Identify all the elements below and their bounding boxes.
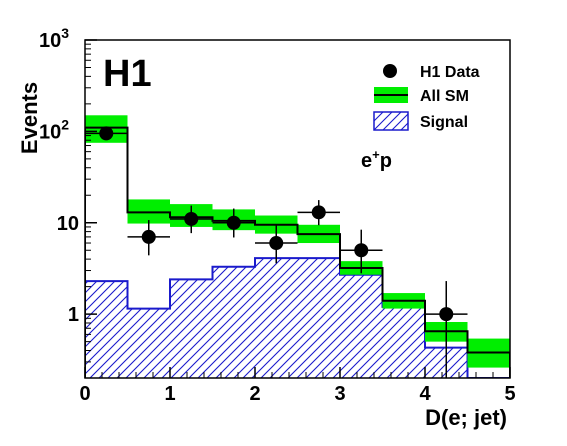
signal-bar	[340, 274, 383, 378]
legend-entry-data: H1 Data	[383, 64, 480, 81]
legend-label-signal: Signal	[420, 114, 468, 131]
data-point	[354, 243, 369, 258]
legend-entry-signal: Signal	[373, 111, 468, 131]
beam-annotation: e+p	[361, 147, 392, 172]
signal-bar	[212, 266, 255, 378]
data-point	[269, 236, 284, 251]
legend-label-data: H1 Data	[420, 64, 480, 81]
data-point	[99, 126, 114, 141]
x-tick-label: 3	[334, 383, 345, 405]
signal-bar	[127, 308, 170, 378]
y-tick-label: 1	[68, 304, 79, 326]
x-tick-label: 1	[164, 383, 175, 405]
legend: H1 Data All SM Signal	[373, 64, 480, 131]
signal-bar	[85, 281, 128, 378]
data-point	[141, 229, 156, 244]
signal-bar	[170, 279, 213, 378]
y-tick-label: 103	[39, 25, 69, 52]
y-tick-label: 10	[57, 213, 79, 235]
h1-logo: H1	[103, 53, 152, 95]
legend-label-sm: All SM	[420, 88, 469, 105]
signal-bar	[255, 258, 298, 378]
data-point	[439, 307, 454, 322]
y-tick-label: 102	[39, 116, 69, 143]
legend-data-marker	[383, 64, 397, 78]
legend-signal-swatch	[373, 111, 409, 131]
data-point	[184, 211, 199, 226]
y-axis-title: Events	[17, 82, 42, 154]
x-tick-label: 4	[419, 383, 431, 405]
x-tick-label: 2	[249, 383, 260, 405]
data-point	[226, 215, 241, 230]
x-tick-label: 0	[79, 383, 90, 405]
signal-bar	[297, 258, 340, 378]
legend-entry-sm: All SM	[374, 87, 469, 105]
x-axis-title: D(e; jet)	[425, 405, 507, 430]
x-tick-label: 5	[504, 383, 515, 405]
data-point	[311, 205, 326, 220]
plot-frame	[84, 39, 511, 379]
signal-bar	[382, 306, 425, 378]
